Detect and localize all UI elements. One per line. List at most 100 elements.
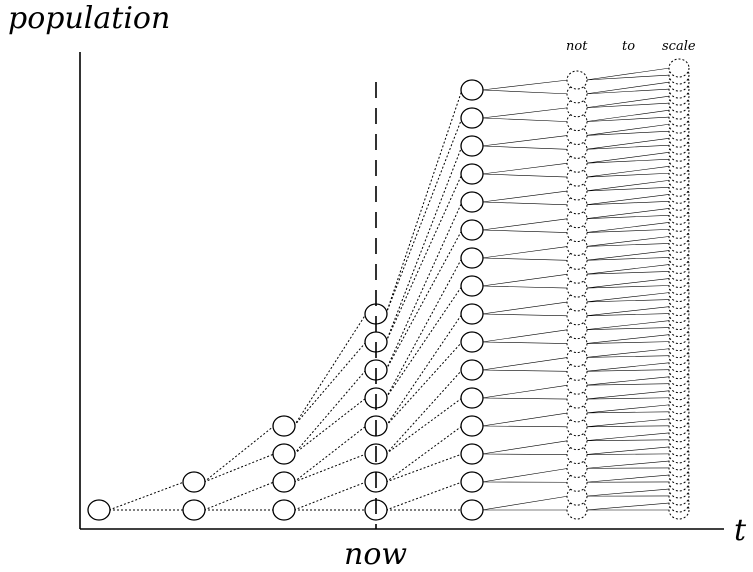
branch-edge: [585, 229, 671, 233]
branch-edge: [585, 151, 671, 164]
note-to: to: [622, 39, 635, 54]
branch-edge: [385, 481, 463, 511]
branch-edge: [481, 329, 569, 343]
branch-edge: [385, 229, 463, 371]
branch-edge: [481, 273, 569, 287]
population-node: [460, 331, 484, 353]
branch-edge: [585, 137, 671, 150]
branch-edge: [481, 190, 569, 203]
branch-edge: [585, 179, 671, 192]
branch-edge: [585, 208, 671, 220]
branch-edge: [481, 145, 569, 150]
branch-edge: [585, 172, 671, 178]
population-node: [460, 79, 484, 101]
population-node: [272, 415, 296, 437]
branch-edge: [481, 201, 569, 206]
population-node: [460, 191, 484, 213]
population-node: [460, 135, 484, 157]
branch-edge: [481, 79, 569, 91]
branch-edge: [585, 123, 671, 136]
branch-edge: [385, 201, 463, 371]
branch-edge: [585, 116, 671, 122]
population-node: [460, 107, 484, 129]
branch-edge: [585, 376, 671, 386]
branch-edge: [481, 369, 569, 372]
branch-edge: [585, 502, 671, 511]
branch-edge: [585, 186, 671, 192]
branch-edge: [585, 425, 671, 428]
population-node: [460, 359, 484, 381]
y-axis-label: population: [8, 1, 170, 36]
branch-edge: [585, 88, 671, 95]
branch-edge: [481, 453, 569, 455]
branch-edge: [293, 341, 367, 427]
branch-edge: [481, 495, 569, 511]
branch-edge: [293, 425, 367, 483]
x-axis-label: t: [734, 513, 747, 548]
note-scale: scale: [662, 39, 696, 54]
branch-edge: [108, 481, 185, 511]
branch-edge: [293, 369, 367, 455]
branch-edge: [585, 165, 671, 178]
branch-edge: [481, 117, 569, 122]
branch-edge: [585, 201, 671, 206]
branch-edge: [481, 162, 569, 175]
population-node: [460, 499, 484, 521]
population-node: [182, 499, 206, 521]
population-node: [272, 443, 296, 465]
branch-edge: [585, 397, 671, 400]
branch-edge: [385, 397, 463, 455]
branch-edge: [481, 135, 569, 147]
branch-edge: [481, 341, 569, 344]
branch-edge: [585, 453, 671, 455]
branch-edge: [481, 425, 569, 428]
branch-edge: [385, 369, 463, 455]
branch-edge: [585, 243, 671, 247]
branch-edge: [293, 481, 367, 511]
branch-edge: [203, 425, 275, 483]
branch-edge: [481, 218, 569, 231]
note-not: not: [566, 39, 588, 54]
branch-edge: [585, 334, 671, 344]
branch-edge: [385, 145, 463, 343]
branch-edge: [585, 418, 671, 428]
branch-edge: [585, 222, 671, 233]
population-node: [272, 499, 296, 521]
branch-edge: [385, 257, 463, 399]
branch-edge: [481, 397, 569, 400]
branch-edge: [293, 397, 367, 455]
branch-edge: [203, 481, 275, 511]
population-node: [182, 471, 206, 493]
branch-edge: [585, 341, 671, 344]
now-label: now: [344, 537, 407, 572]
branch-edge: [585, 67, 671, 81]
population-node: [566, 70, 588, 90]
branch-edge: [481, 285, 569, 289]
branch-edge: [585, 299, 671, 303]
branch-edge: [385, 173, 463, 343]
branch-edge: [585, 474, 671, 483]
population-node: [272, 471, 296, 493]
branch-edge: [293, 453, 367, 483]
branch-edge: [481, 107, 569, 119]
branch-edge: [585, 271, 671, 275]
branch-edge: [481, 440, 569, 455]
branch-edge: [585, 130, 671, 136]
branch-edge: [585, 488, 671, 497]
branch-edge: [481, 173, 569, 178]
population-node: [460, 387, 484, 409]
branch-edge: [385, 453, 463, 483]
branch-edge: [585, 320, 671, 330]
branch-edge: [481, 357, 569, 371]
branch-edge: [585, 158, 671, 164]
branch-edge: [585, 355, 671, 358]
population-node: [460, 303, 484, 325]
population-node: [460, 247, 484, 269]
nodes-layer: [87, 58, 690, 521]
branch-edge: [585, 278, 671, 289]
population-node: [460, 471, 484, 493]
branch-edge: [481, 313, 569, 317]
branch-edge: [385, 285, 463, 399]
branch-edge: [585, 285, 671, 289]
branch-edge: [585, 292, 671, 303]
